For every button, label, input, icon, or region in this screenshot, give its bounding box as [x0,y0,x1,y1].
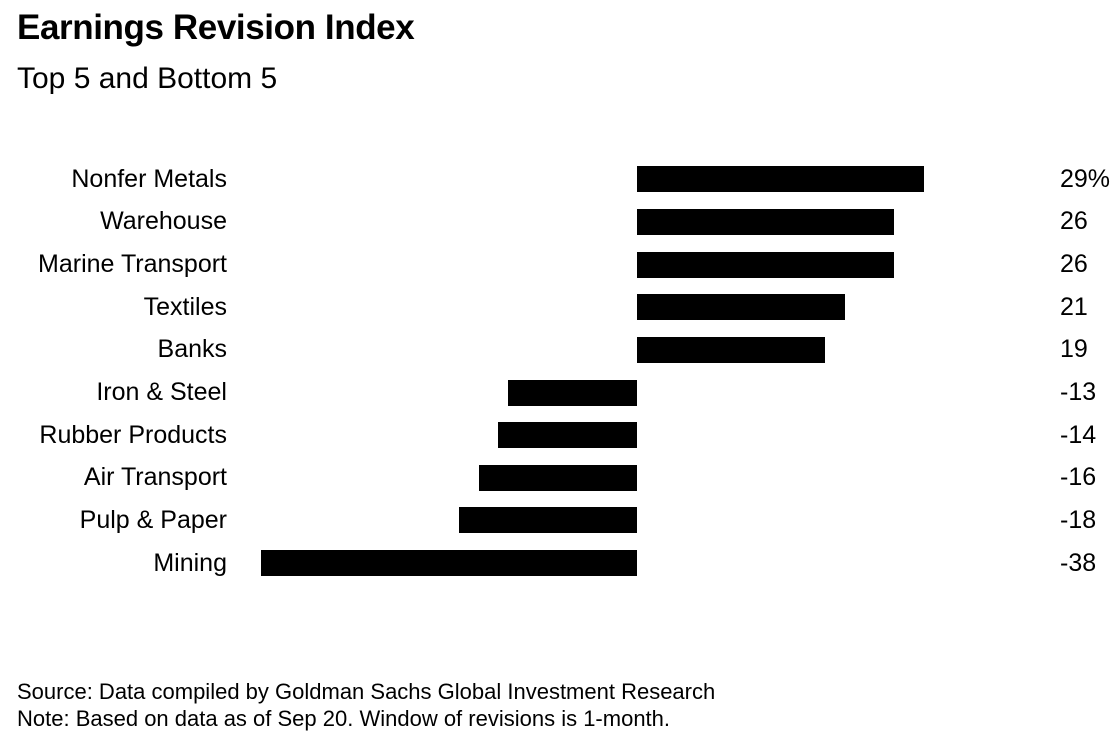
chart-row: Rubber Products -14 [0,414,1114,457]
source-line: Source: Data compiled by Goldman Sachs G… [17,679,716,704]
bar [498,422,637,449]
bar-track [227,414,1060,457]
chart-row: Banks 19 [0,329,1114,372]
chart-row: Mining -38 [0,542,1114,585]
category-label: Warehouse [100,207,227,236]
bar-track [227,286,1060,329]
bar [508,379,637,406]
bar [637,251,895,278]
chart-row: Iron & Steel -13 [0,371,1114,414]
chart-row: Air Transport -16 [0,456,1114,499]
category-label: Banks [157,335,227,364]
chart-row: Textiles 21 [0,286,1114,329]
value-label: 26 [1060,250,1088,279]
value-label: 19 [1060,335,1088,364]
bar [637,294,845,321]
chart-title: Earnings Revision Index [17,8,415,47]
bar-chart-area: Nonfer Metals 29% Warehouse 26 Marine Transp… [0,158,1114,584]
value-label: -13 [1060,378,1097,407]
value-label: -38 [1060,548,1097,577]
value-label: 26 [1060,207,1088,236]
note-line: Note: Based on data as of Sep 20. Window… [17,705,671,731]
bar [260,550,637,577]
bar [637,166,925,193]
category-label: Nonfer Metals [71,164,227,193]
bar-track [227,201,1060,244]
bar-track [227,456,1060,499]
chart-subtitle: Top 5 and Bottom 5 [17,62,278,95]
value-label: -16 [1060,463,1097,492]
bar [458,507,637,534]
category-label: Mining [153,548,227,577]
chart-row: Pulp & Paper -18 [0,499,1114,542]
category-label: Air Transport [83,463,227,492]
chart-row: Warehouse 26 [0,201,1114,244]
bar-track [227,542,1060,585]
category-label: Iron & Steel [96,378,227,407]
bar [478,464,637,491]
chart-footer: Source: Data compiled by Goldman Sachs G… [17,679,715,732]
category-label: Textiles [143,292,227,321]
value-label: -18 [1060,505,1097,534]
bar-track [227,499,1060,542]
chart-row: Nonfer Metals 29% [0,158,1114,201]
value-label: -14 [1060,420,1097,449]
bar-track [227,371,1060,414]
category-label: Pulp & Paper [79,505,227,534]
bar-track [227,329,1060,372]
bar-track [227,158,1060,201]
chart-row: Marine Transport 26 [0,243,1114,286]
bar-track [227,243,1060,286]
value-label: 29% [1060,164,1111,193]
value-label: 21 [1060,292,1088,321]
bar [637,336,826,363]
category-label: Rubber Products [39,420,227,449]
category-label: Marine Transport [38,250,227,279]
bar [637,208,895,235]
